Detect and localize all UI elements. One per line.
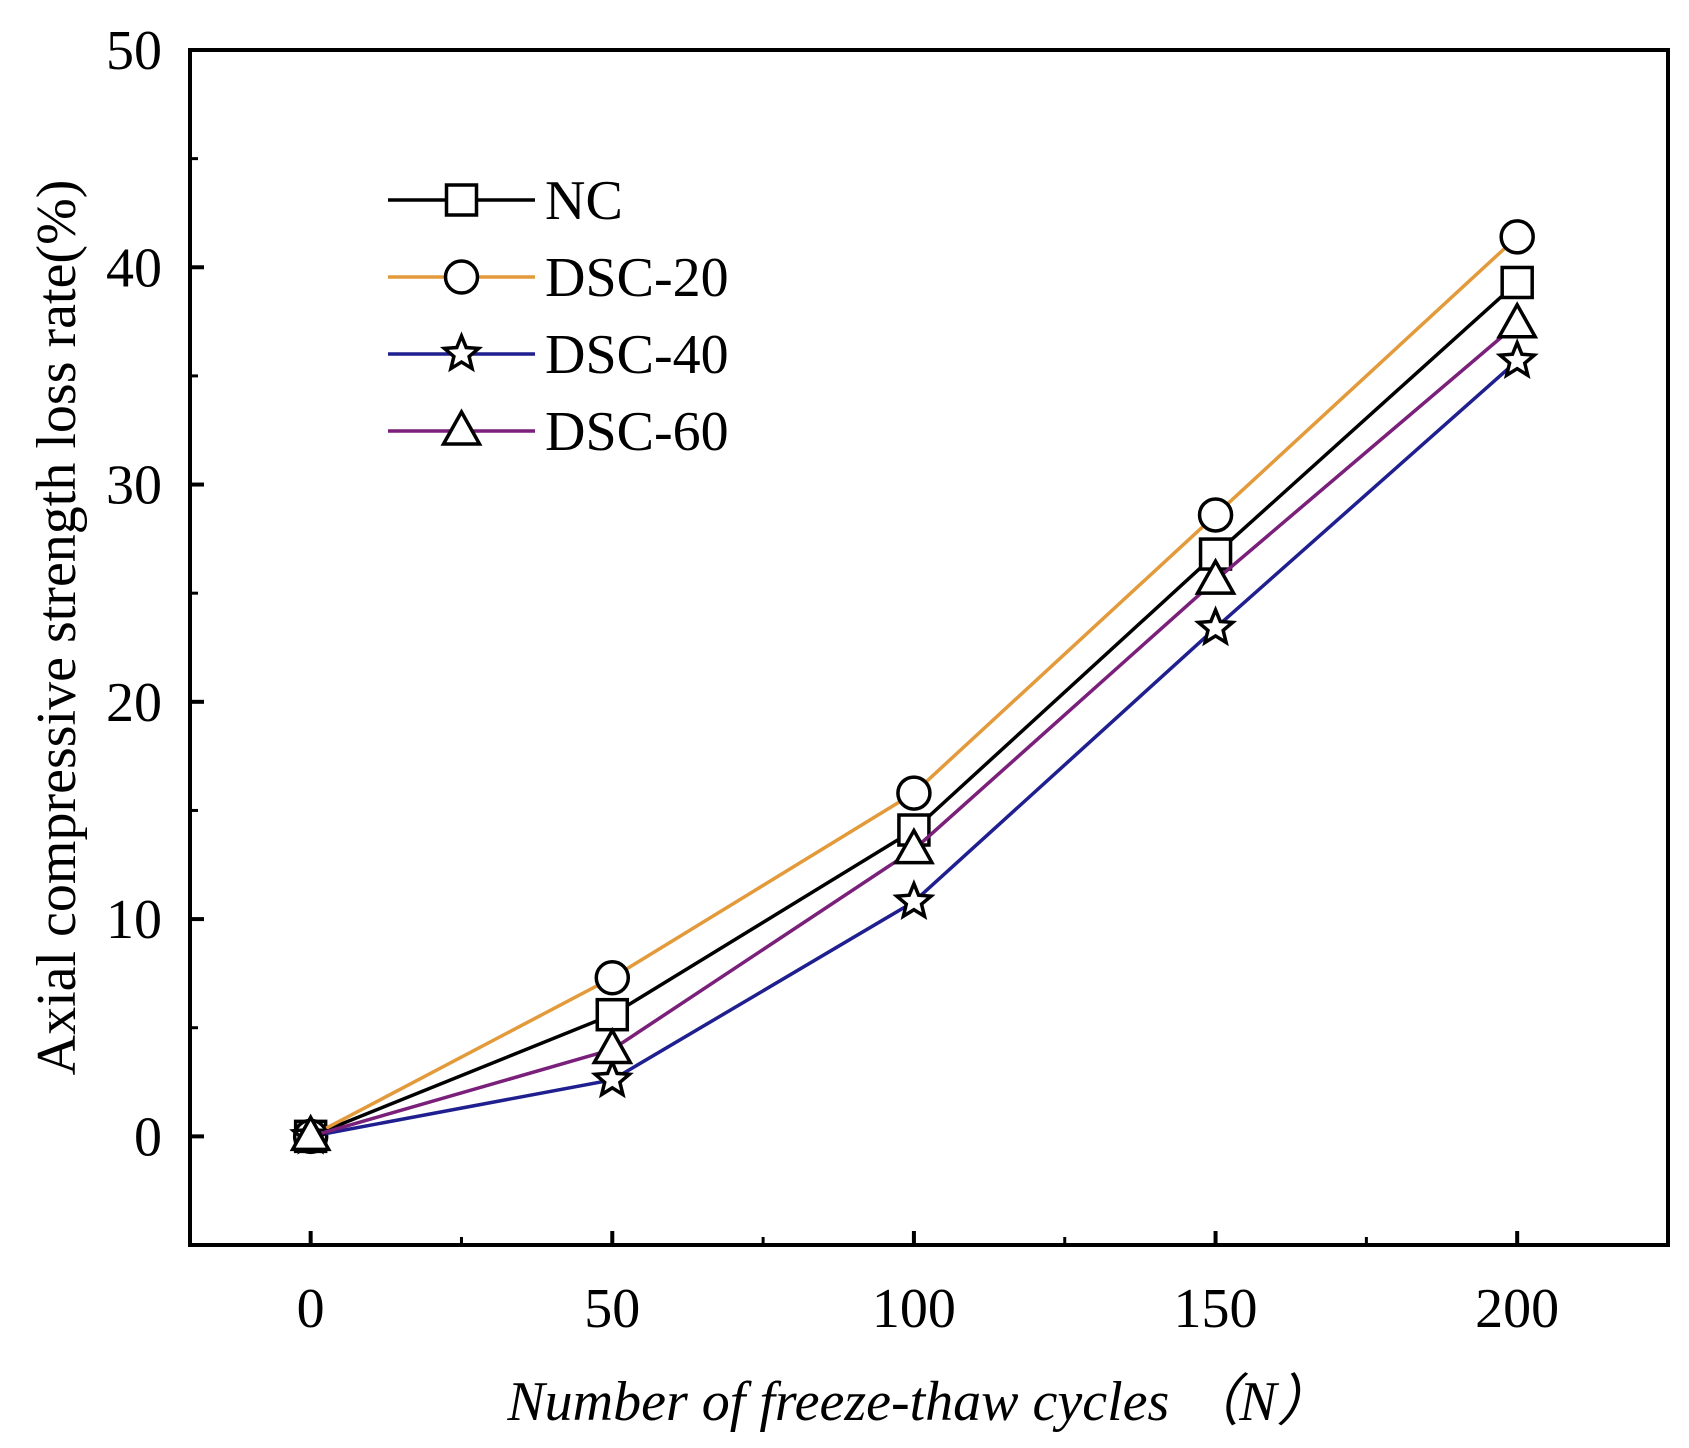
legend-marker-star xyxy=(439,331,484,373)
series-line xyxy=(309,235,1519,1138)
x-tick-label: 0 xyxy=(297,1278,325,1340)
data-point-triangle xyxy=(892,826,935,865)
y-tick-label: 0 xyxy=(134,1106,162,1168)
y-tick-label: 50 xyxy=(106,20,162,82)
legend-item: DSC-40 xyxy=(388,324,729,386)
data-point-circle xyxy=(1499,219,1535,255)
series-dsc-60 xyxy=(289,301,1539,1152)
legend-item: DSC-20 xyxy=(388,247,729,309)
series-dsc-40 xyxy=(289,338,1539,1155)
legend-item: NC xyxy=(388,170,623,232)
y-tick-label: 30 xyxy=(106,455,162,517)
legend-label: NC xyxy=(545,170,623,232)
legend-marker-square xyxy=(444,183,479,217)
y-tick-label: 40 xyxy=(106,237,162,299)
plot-frame xyxy=(188,48,1670,1247)
series-dsc-20 xyxy=(292,219,1535,1155)
data-point-star xyxy=(1495,338,1539,380)
plot-series xyxy=(289,219,1539,1155)
legend-label: DSC-60 xyxy=(545,401,729,463)
legend: NC DSC-20 DSC-40 DSC-60 xyxy=(388,170,729,463)
data-point-circle xyxy=(1197,497,1234,533)
x-tick-label: 150 xyxy=(1174,1278,1258,1340)
data-point-star xyxy=(1194,605,1238,647)
series-line xyxy=(309,281,1519,1138)
legend-label: DSC-40 xyxy=(545,324,729,386)
data-point-square xyxy=(1500,265,1534,300)
data-point-star xyxy=(892,879,936,921)
data-point-star xyxy=(590,1057,634,1099)
y-tick-label: 10 xyxy=(106,889,162,951)
x-tick-label: 50 xyxy=(584,1278,640,1340)
x-axis-title: Number of freeze-thaw cycles （N） xyxy=(506,1371,1332,1433)
legend-marker-circle xyxy=(443,259,480,295)
axis-ticks: 0 50 100 150 200 0 10 20 30 40 50 xyxy=(106,20,1559,1340)
y-axis-title: Axial compressive strength loss rate(%) xyxy=(26,180,88,1076)
legend-marker-triangle xyxy=(440,408,483,446)
data-point-square xyxy=(595,997,630,1032)
data-point-triangle xyxy=(591,1026,634,1065)
legend-item: DSC-60 xyxy=(388,401,729,463)
data-point-triangle xyxy=(1194,557,1237,595)
x-tick-label: 200 xyxy=(1475,1278,1559,1340)
data-point-triangle xyxy=(289,1113,332,1152)
series-nc xyxy=(293,265,1534,1154)
legend-label: DSC-20 xyxy=(545,247,729,309)
y-tick-label: 20 xyxy=(106,672,162,734)
data-point-triangle xyxy=(1496,301,1539,339)
data-point-circle xyxy=(594,960,631,996)
data-point-circle xyxy=(896,775,932,811)
x-tick-label: 100 xyxy=(872,1278,956,1340)
